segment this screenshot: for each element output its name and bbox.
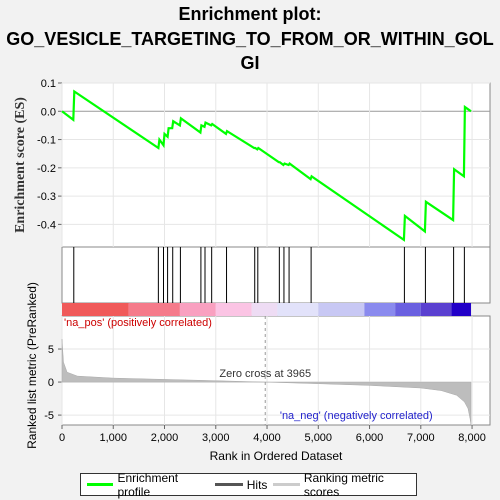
colorbar-segment xyxy=(277,303,319,316)
colorbar-segment xyxy=(451,303,472,316)
ranked-tick-label: 0 xyxy=(48,377,54,389)
colorbar-segment xyxy=(318,303,365,316)
colorbar-segment xyxy=(179,303,216,316)
x-axis-label: Rank in Ordered Dataset xyxy=(210,449,343,463)
es-tick-label: 0.0 xyxy=(41,106,56,118)
ranked-tick-label: 5 xyxy=(48,344,54,356)
legend-swatch-enrichment xyxy=(87,483,114,486)
colorbar-segment xyxy=(128,303,180,316)
legend-label-enrichment: Enrichment profile xyxy=(117,470,179,499)
legend-swatch-ranking xyxy=(273,483,300,486)
x-tick-label: 1,000 xyxy=(99,432,127,444)
zero-cross-label: Zero cross at 3965 xyxy=(219,368,311,380)
x-tick-label: 8,000 xyxy=(458,432,486,444)
x-tick-label: 6,000 xyxy=(356,432,384,444)
es-tick-label: -0.3 xyxy=(37,191,56,203)
colorbar-segment xyxy=(395,303,421,316)
enrichment-chart: 0.1 0.0 -0.1 -0.2 -0.3 -0.4 Enrichment score (… xyxy=(13,78,491,463)
ranked-ylabel: Ranked list metric (PreRanked) xyxy=(25,282,39,449)
label-positive: 'na_pos' (positively correlated) xyxy=(64,317,212,329)
colorbar-segment xyxy=(215,303,252,316)
legend-item-enrichment: Enrichment profile xyxy=(87,471,209,499)
x-tick-label: 4,000 xyxy=(253,432,281,444)
es-panel xyxy=(61,82,491,248)
x-tick-label: 5,000 xyxy=(305,432,333,444)
legend-swatch-hits xyxy=(214,483,243,486)
colorbar-segment xyxy=(62,303,129,316)
es-ylabel: Enrichment score (ES) xyxy=(13,97,28,233)
enrichment-profile-line xyxy=(61,89,472,242)
colorbar-segment xyxy=(420,303,452,316)
label-negative: 'na_neg' (negatively correlated) xyxy=(280,410,433,422)
x-tick-label: 2,000 xyxy=(151,432,179,444)
es-tick-label: -0.1 xyxy=(37,135,56,147)
colorbar-segment xyxy=(251,303,278,316)
ranked-panel xyxy=(61,315,491,426)
x-tick-label: 3,000 xyxy=(202,432,230,444)
es-tick-label: 0.1 xyxy=(41,78,56,90)
legend-item-ranking: Ranking metric scores xyxy=(273,471,416,499)
x-tick-label: 7,000 xyxy=(407,432,435,444)
title-line-2: GO_VESICLE_TARGETING_TO_FROM_OR_WITHIN_G… xyxy=(6,29,494,49)
legend: Enrichment profile Hits Ranking metric s… xyxy=(80,471,417,499)
es-tick-label: -0.4 xyxy=(37,219,56,231)
legend-label-hits: Hits xyxy=(246,477,268,492)
x-tick-label: 0 xyxy=(59,432,65,444)
title-line-3: GI xyxy=(240,53,260,73)
title-line-1: Enrichment plot: xyxy=(178,4,322,24)
colorbar-segment xyxy=(364,303,396,316)
ranked-tick-label: -5 xyxy=(44,410,54,422)
es-tick-label: -0.2 xyxy=(37,163,56,175)
legend-label-ranking: Ranking metric scores xyxy=(303,470,384,499)
legend-item-hits: Hits xyxy=(214,477,268,492)
ranking-metric-area xyxy=(61,339,472,426)
